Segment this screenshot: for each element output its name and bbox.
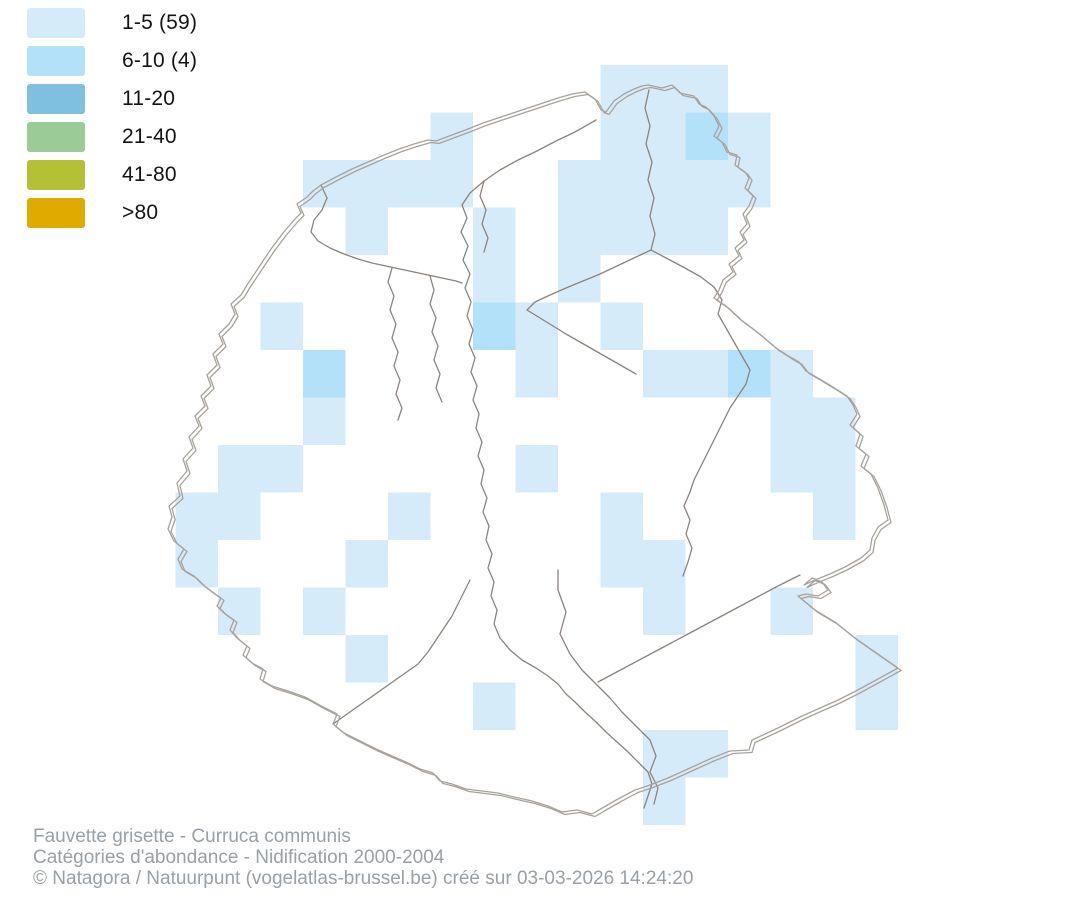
grid-cell (770, 350, 813, 398)
legend-label: >80 (122, 201, 159, 224)
grid-cell (303, 397, 346, 445)
grid-cell (813, 445, 856, 493)
grid-cell (600, 302, 643, 350)
grid-cell (515, 445, 558, 493)
grid-cell (218, 445, 261, 493)
grid-cell (303, 350, 346, 398)
grid-cell (218, 492, 261, 540)
grid-cell (685, 112, 728, 160)
abundance-legend: 1-5 (59) 6-10 (4) 11-20 21-40 41-80 >80 (27, 8, 197, 228)
footer-credits: Fauvette grisette - Curruca communis Cat… (33, 826, 693, 889)
legend-label: 21-40 (122, 125, 177, 148)
legend-label: 1-5 (59) (122, 11, 198, 34)
grid-cell (388, 492, 431, 540)
grid-cell (685, 207, 728, 255)
grid-cell (260, 302, 303, 350)
grid-cell (473, 682, 516, 730)
legend-swatch-41-80 (27, 160, 85, 190)
grid-cell (643, 730, 686, 778)
legend-item-1-5: 1-5 (59) (27, 8, 197, 38)
grid-cell (770, 397, 813, 445)
grid-cell (558, 207, 601, 255)
grid-cell (728, 160, 771, 208)
grid-cell (855, 682, 898, 730)
legend-swatch-21-40 (27, 122, 85, 152)
grid-cell (600, 160, 643, 208)
grid-cell (728, 112, 771, 160)
grid-cell (473, 302, 516, 350)
grid-cell (643, 350, 686, 398)
grid-cell (345, 207, 388, 255)
grid-cell (175, 492, 218, 540)
grid-cell (770, 445, 813, 493)
grid-cell (643, 207, 686, 255)
grid-cell (430, 160, 473, 208)
grid-cell (685, 160, 728, 208)
legend-item-21-40: 21-40 (27, 122, 197, 152)
grid-cell (643, 65, 686, 113)
grid-cell (685, 65, 728, 113)
grid-cell (600, 65, 643, 113)
legend-swatch-11-20 (27, 84, 85, 114)
grid-cell (473, 255, 516, 303)
legend-item-41-80: 41-80 (27, 160, 197, 190)
grid-cell (643, 112, 686, 160)
grid-cell (685, 350, 728, 398)
grid-cell (345, 540, 388, 588)
grid-cell (218, 587, 261, 635)
region-outline (166, 83, 902, 818)
legend-swatch-80plus (27, 198, 85, 228)
grid-cell (303, 587, 346, 635)
grid-cell (600, 112, 643, 160)
grid-cell (345, 160, 388, 208)
legend-swatch-6-10 (27, 46, 85, 76)
abundance-cells (175, 65, 898, 825)
grid-cell (813, 397, 856, 445)
map-subtitle: Catégories d'abondance - Nidification 20… (33, 847, 445, 868)
grid-cell (813, 492, 856, 540)
grid-cell (600, 207, 643, 255)
grid-cell (515, 302, 558, 350)
legend-item-80plus: >80 (27, 198, 197, 228)
legend-label: 6-10 (4) (122, 49, 198, 72)
legend-label: 11-20 (122, 87, 176, 110)
legend-label: 41-80 (122, 163, 177, 186)
grid-cell (558, 160, 601, 208)
grid-cell (600, 540, 643, 588)
legend-item-11-20: 11-20 (27, 84, 197, 114)
grid-cell (260, 445, 303, 493)
legend-swatch-1-5 (27, 8, 85, 38)
grid-cell (643, 540, 686, 588)
grid-cell (345, 635, 388, 683)
grid-cell (388, 160, 431, 208)
grid-cell (473, 207, 516, 255)
grid-cell (515, 350, 558, 398)
grid-cell (600, 492, 643, 540)
species-title: Fauvette grisette - Curruca communis (33, 826, 351, 847)
grid-cell (770, 587, 813, 635)
copyright-line: © Natagora / Natuurpunt (vogelatlas-brus… (33, 868, 694, 889)
grid-cell (430, 112, 473, 160)
municipality-boundaries (310, 89, 801, 809)
grid-cell (685, 730, 728, 778)
legend-item-6-10: 6-10 (4) (27, 46, 197, 76)
grid-cell (643, 587, 686, 635)
grid-cell (558, 255, 601, 303)
